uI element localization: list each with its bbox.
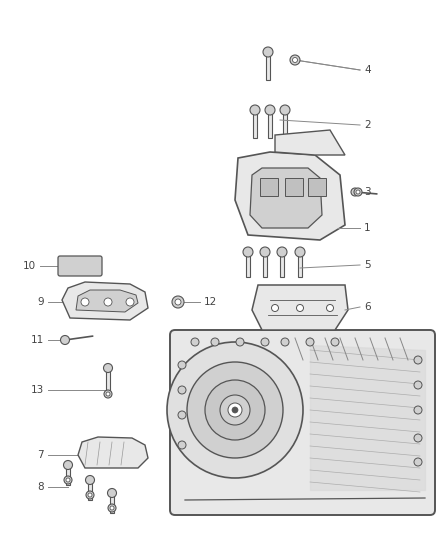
- Circle shape: [414, 458, 422, 466]
- Bar: [283, 110, 287, 138]
- Circle shape: [297, 304, 304, 311]
- Bar: [110, 493, 114, 513]
- Circle shape: [228, 403, 242, 417]
- Circle shape: [81, 298, 89, 306]
- Bar: [88, 480, 92, 500]
- Circle shape: [356, 190, 360, 194]
- Circle shape: [263, 47, 273, 57]
- Polygon shape: [76, 290, 138, 312]
- Circle shape: [106, 392, 110, 396]
- Text: 10: 10: [23, 261, 36, 271]
- Circle shape: [295, 247, 305, 257]
- Circle shape: [110, 506, 114, 510]
- Bar: [285, 178, 303, 196]
- Text: 3: 3: [364, 187, 371, 197]
- Bar: [266, 52, 270, 80]
- Circle shape: [261, 338, 269, 346]
- Circle shape: [167, 342, 303, 478]
- Circle shape: [280, 105, 290, 115]
- Text: 6: 6: [364, 302, 371, 312]
- Circle shape: [351, 188, 359, 196]
- Circle shape: [205, 380, 265, 440]
- Circle shape: [250, 105, 260, 115]
- Polygon shape: [78, 437, 148, 468]
- Circle shape: [260, 247, 270, 257]
- Text: 5: 5: [364, 260, 371, 270]
- Circle shape: [66, 478, 70, 482]
- Text: 8: 8: [37, 482, 44, 492]
- Bar: [280, 252, 284, 277]
- Circle shape: [178, 361, 186, 369]
- Circle shape: [126, 298, 134, 306]
- Text: 11: 11: [31, 335, 44, 345]
- Bar: [268, 110, 272, 138]
- Circle shape: [104, 298, 112, 306]
- Bar: [260, 178, 278, 196]
- Bar: [106, 368, 110, 394]
- Circle shape: [86, 491, 94, 499]
- Circle shape: [243, 247, 253, 257]
- Circle shape: [172, 296, 184, 308]
- Circle shape: [290, 55, 300, 65]
- Bar: [253, 110, 257, 138]
- Circle shape: [277, 247, 287, 257]
- Circle shape: [306, 338, 314, 346]
- Text: 9: 9: [37, 297, 44, 307]
- Text: 7: 7: [37, 450, 44, 460]
- Bar: [246, 252, 250, 277]
- Circle shape: [64, 461, 73, 470]
- Polygon shape: [250, 168, 322, 228]
- Polygon shape: [275, 130, 345, 155]
- Circle shape: [414, 406, 422, 414]
- Circle shape: [64, 476, 72, 484]
- Circle shape: [108, 504, 116, 512]
- Circle shape: [281, 338, 289, 346]
- Text: 1: 1: [364, 223, 371, 233]
- Circle shape: [293, 58, 297, 62]
- Text: 12: 12: [204, 297, 217, 307]
- Circle shape: [178, 441, 186, 449]
- Circle shape: [85, 475, 95, 484]
- Circle shape: [211, 338, 219, 346]
- Text: 2: 2: [364, 120, 371, 130]
- Bar: [308, 178, 326, 196]
- Polygon shape: [235, 152, 345, 240]
- Circle shape: [414, 381, 422, 389]
- Circle shape: [272, 304, 279, 311]
- Circle shape: [178, 411, 186, 419]
- Circle shape: [236, 338, 244, 346]
- Circle shape: [88, 493, 92, 497]
- Circle shape: [187, 362, 283, 458]
- Circle shape: [232, 407, 238, 413]
- Bar: [66, 465, 70, 485]
- Text: 13: 13: [31, 385, 44, 395]
- Text: 4: 4: [364, 65, 371, 75]
- Bar: [298, 252, 302, 277]
- Circle shape: [265, 105, 275, 115]
- Circle shape: [175, 299, 181, 305]
- Circle shape: [326, 304, 333, 311]
- Circle shape: [107, 489, 117, 497]
- FancyBboxPatch shape: [58, 256, 102, 276]
- Circle shape: [414, 356, 422, 364]
- Circle shape: [104, 390, 112, 398]
- Circle shape: [414, 434, 422, 442]
- Circle shape: [191, 338, 199, 346]
- Circle shape: [103, 364, 113, 373]
- Circle shape: [178, 386, 186, 394]
- Circle shape: [220, 395, 250, 425]
- FancyBboxPatch shape: [170, 330, 435, 515]
- Circle shape: [331, 338, 339, 346]
- Circle shape: [354, 188, 362, 196]
- Polygon shape: [252, 285, 348, 330]
- Polygon shape: [62, 282, 148, 320]
- Bar: [263, 252, 267, 277]
- Circle shape: [60, 335, 70, 344]
